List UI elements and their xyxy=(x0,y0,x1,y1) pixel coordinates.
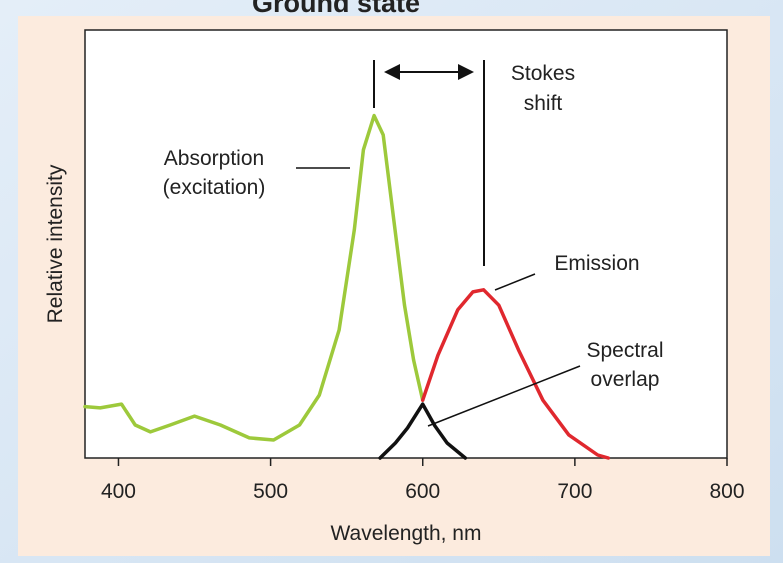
annotation: (excitation) xyxy=(163,176,266,199)
annotation: overlap xyxy=(591,368,660,391)
leader-line xyxy=(427,365,581,427)
plot-area xyxy=(84,29,728,459)
spectrum-line xyxy=(378,402,468,460)
x-tick-label: 500 xyxy=(253,480,288,503)
arrow-head xyxy=(384,64,400,80)
arrow-head xyxy=(458,64,474,80)
x-axis-title: Wavelength, nm xyxy=(331,522,482,545)
annotation: Absorption xyxy=(164,147,264,170)
leader-line xyxy=(494,273,536,291)
annotation: Emission xyxy=(554,252,639,275)
spectrum-line xyxy=(420,288,611,460)
y-axis-title: Relative intensity xyxy=(44,164,67,323)
annotation: Spectral xyxy=(586,339,663,362)
cut-title: Ground state xyxy=(252,0,420,18)
annotation: shift xyxy=(524,92,563,115)
x-tick-label: 600 xyxy=(405,480,440,503)
x-tick-label: 700 xyxy=(557,480,592,503)
annotation: Stokes xyxy=(511,62,575,85)
x-tick-label: 400 xyxy=(101,480,136,503)
x-tick-label: 800 xyxy=(709,480,744,503)
spectrum-line xyxy=(83,113,425,442)
